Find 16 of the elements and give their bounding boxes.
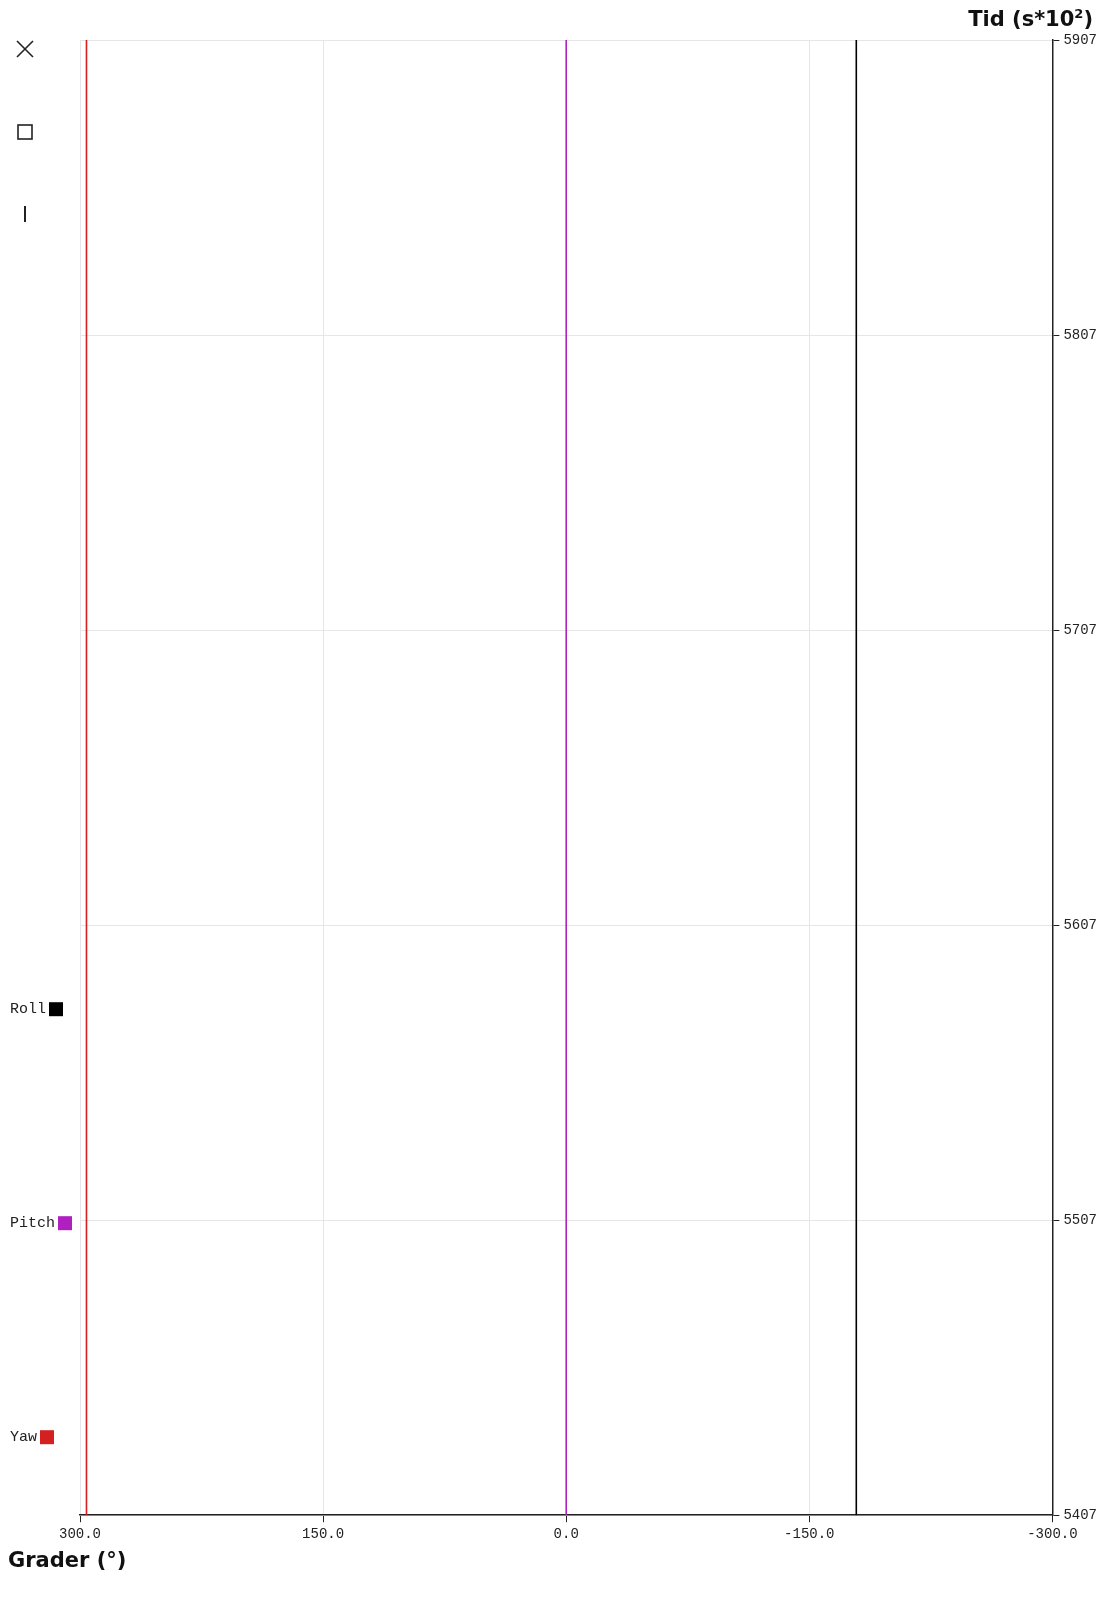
y-axis-title: Tid (s*10$^{2}$) — [968, 6, 1093, 31]
x-tick-label: 0.0 — [553, 1526, 579, 1543]
y-tick-label: 5707 — [1063, 621, 1097, 638]
x-tick-label: -300.0 — [1027, 1526, 1078, 1543]
y-tick-label: 5807 — [1063, 326, 1097, 343]
y-tick-label: 5907 — [1063, 31, 1097, 48]
x-tick-label: 300.0 — [58, 1526, 102, 1543]
legend-label: Yaw — [10, 1429, 38, 1447]
x-tick-label: 150.0 — [302, 1526, 345, 1543]
y-tick-label: 5607 — [1063, 916, 1097, 933]
y-tick-label: 5407 — [1063, 1506, 1097, 1523]
legend-label: Pitch — [10, 1215, 56, 1233]
y-tick-label: 5507 — [1063, 1211, 1097, 1228]
x-tick-label: -150.0 — [784, 1526, 835, 1543]
x-axis-title: Grader (°) — [8, 1548, 127, 1572]
legend-label: Roll — [10, 1001, 47, 1019]
